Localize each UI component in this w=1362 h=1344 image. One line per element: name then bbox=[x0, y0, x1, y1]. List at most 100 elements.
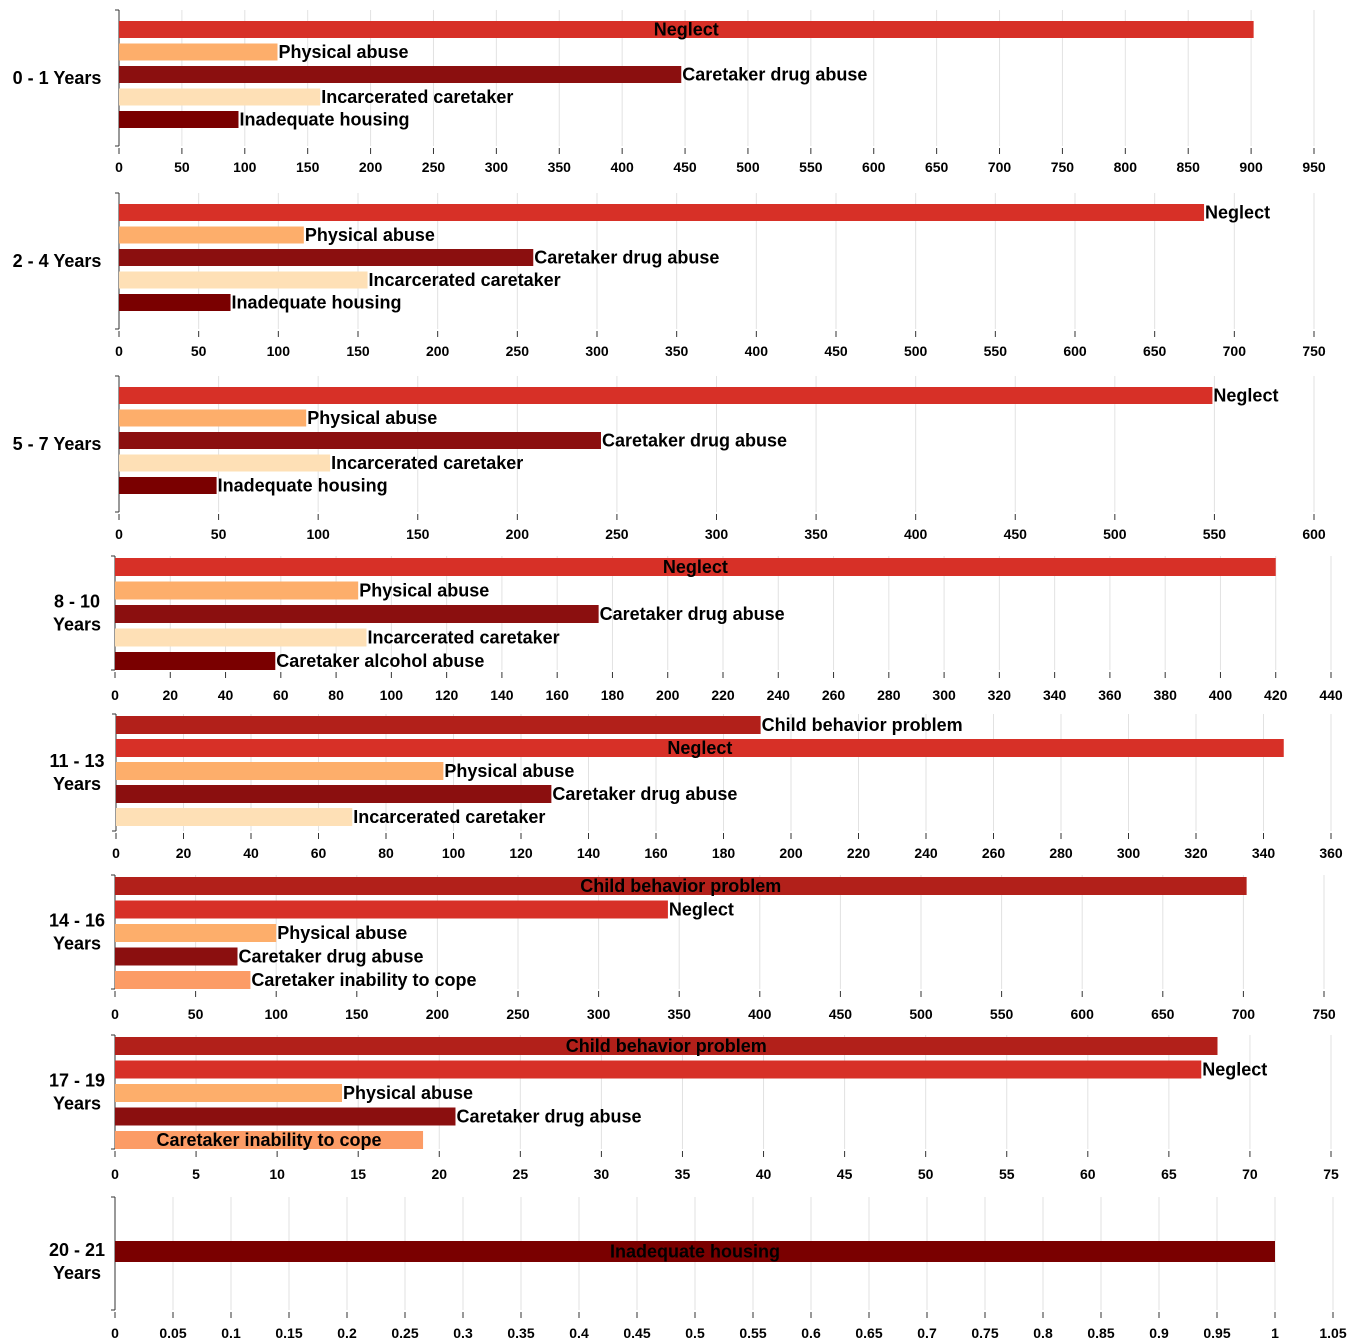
x-tick-label: 300 bbox=[705, 526, 729, 542]
bar-label: Inadequate housing bbox=[610, 1242, 780, 1262]
x-tick-label: 650 bbox=[1151, 1006, 1175, 1022]
x-tick-label: 250 bbox=[422, 159, 446, 175]
bar-label: Inadequate housing bbox=[240, 110, 410, 130]
x-tick-label: 0.45 bbox=[623, 1325, 650, 1341]
bar-label: Child behavior problem bbox=[566, 1036, 767, 1056]
x-tick-label: 80 bbox=[378, 845, 394, 861]
bar-inadequate-housing bbox=[119, 111, 239, 128]
x-tick-label: 0.9 bbox=[1149, 1325, 1169, 1341]
bar-caretaker-drug-abuse bbox=[116, 785, 552, 803]
x-tick-label: 400 bbox=[748, 1006, 772, 1022]
x-tick-label: 70 bbox=[1242, 1166, 1258, 1182]
bar-neglect bbox=[115, 558, 1276, 576]
x-tick-label: 0.95 bbox=[1203, 1325, 1230, 1341]
x-tick-label: 1.05 bbox=[1319, 1325, 1346, 1341]
x-tick-label: 50 bbox=[211, 526, 227, 542]
bar-neglect bbox=[119, 204, 1205, 221]
x-tick-label: 440 bbox=[1319, 687, 1343, 703]
x-tick-label: 360 bbox=[1098, 687, 1122, 703]
x-tick-label: 0.2 bbox=[337, 1325, 357, 1341]
x-tick-label: 80 bbox=[328, 687, 344, 703]
bar-incarcerated-caretaker bbox=[119, 454, 331, 472]
bar-physical-abuse bbox=[115, 581, 359, 600]
x-tick-label: 600 bbox=[1071, 1006, 1095, 1022]
x-tick-label: 0.1 bbox=[221, 1325, 241, 1341]
x-tick-label: 5 bbox=[192, 1166, 200, 1182]
bar-caretaker-drug-abuse bbox=[119, 249, 534, 266]
x-tick-label: 0.4 bbox=[569, 1325, 589, 1341]
bar-label: Caretaker alcohol abuse bbox=[276, 651, 484, 671]
x-tick-label: 420 bbox=[1264, 687, 1288, 703]
x-tick-label: 150 bbox=[406, 526, 430, 542]
x-tick-label: 40 bbox=[218, 687, 234, 703]
x-tick-label: 100 bbox=[233, 159, 257, 175]
x-tick-label: 500 bbox=[909, 1006, 933, 1022]
x-tick-label: 20 bbox=[162, 687, 178, 703]
group-label: Years bbox=[53, 615, 101, 635]
group-label: 8 - 10 bbox=[54, 592, 100, 612]
x-tick-label: 60 bbox=[273, 687, 289, 703]
x-tick-label: 220 bbox=[711, 687, 735, 703]
bar-label: Neglect bbox=[669, 900, 734, 920]
bar-label: Incarcerated caretaker bbox=[331, 453, 523, 473]
x-tick-label: 0.55 bbox=[739, 1325, 766, 1341]
x-tick-label: 550 bbox=[984, 343, 1008, 359]
x-tick-label: 0.5 bbox=[685, 1325, 705, 1341]
x-tick-label: 400 bbox=[610, 159, 634, 175]
x-tick-label: 140 bbox=[577, 845, 601, 861]
panel-4: 0 20 40 60 80 100 120 140 160 180 200 220 240 260 280 3… bbox=[49, 713, 1343, 861]
bar-inadequate-housing bbox=[119, 294, 231, 311]
bar-caretaker-drug-abuse bbox=[119, 432, 601, 449]
x-tick-label: 900 bbox=[1239, 159, 1263, 175]
bar-label: Neglect bbox=[663, 557, 728, 577]
x-tick-label: 300 bbox=[587, 1006, 611, 1022]
x-tick-label: 400 bbox=[904, 526, 928, 542]
x-tick-label: 450 bbox=[673, 159, 697, 175]
x-tick-label: 100 bbox=[267, 343, 291, 359]
x-tick-label: 150 bbox=[296, 159, 320, 175]
x-tick-label: 60 bbox=[1080, 1166, 1096, 1182]
x-tick-label: 50 bbox=[918, 1166, 934, 1182]
x-tick-label: 0 bbox=[111, 687, 119, 703]
x-tick-label: 320 bbox=[988, 687, 1012, 703]
x-tick-label: 220 bbox=[847, 845, 871, 861]
bar-caretaker-drug-abuse bbox=[115, 947, 238, 966]
x-tick-label: 280 bbox=[1049, 845, 1073, 861]
x-tick-label: 0 bbox=[111, 1325, 119, 1341]
x-tick-label: 650 bbox=[1143, 343, 1167, 359]
x-tick-label: 0 bbox=[111, 1166, 119, 1182]
x-tick-label: 550 bbox=[1203, 526, 1227, 542]
bar-label: Neglect bbox=[654, 20, 719, 40]
x-tick-label: 100 bbox=[265, 1006, 289, 1022]
x-tick-label: 280 bbox=[877, 687, 901, 703]
bar-caretaker-drug-abuse bbox=[115, 605, 599, 623]
x-tick-label: 100 bbox=[306, 526, 330, 542]
bar-physical-abuse bbox=[119, 43, 278, 61]
bar-label: Incarcerated caretaker bbox=[369, 270, 561, 290]
panel-2: 0 50 100 150 200 250 300 350 400 450 500 550 600 5 - … bbox=[13, 375, 1326, 542]
x-tick-label: 250 bbox=[506, 343, 530, 359]
bar-label: Caretaker drug abuse bbox=[600, 604, 785, 624]
x-tick-label: 60 bbox=[311, 845, 327, 861]
x-tick-label: 240 bbox=[914, 845, 938, 861]
bar-caretaker-drug-abuse bbox=[119, 66, 682, 83]
x-tick-label: 40 bbox=[756, 1166, 772, 1182]
x-tick-label: 750 bbox=[1302, 343, 1326, 359]
bar-child-behavior-problem bbox=[115, 1037, 1218, 1055]
bar-child-behavior-problem bbox=[116, 716, 761, 734]
x-tick-label: 200 bbox=[426, 343, 450, 359]
x-tick-label: 400 bbox=[745, 343, 769, 359]
x-tick-label: 450 bbox=[1004, 526, 1028, 542]
x-tick-label: 300 bbox=[1117, 845, 1141, 861]
bar-label: Physical abuse bbox=[277, 923, 407, 943]
x-tick-label: 350 bbox=[668, 1006, 692, 1022]
bar-label: Child behavior problem bbox=[580, 876, 781, 896]
x-tick-label: 0.7 bbox=[917, 1325, 937, 1341]
group-label: Years bbox=[53, 934, 101, 954]
bar-label: Caretaker inability to cope bbox=[251, 970, 476, 990]
x-tick-label: 20 bbox=[176, 845, 192, 861]
bar-label: Physical abuse bbox=[305, 225, 435, 245]
x-tick-label: 350 bbox=[665, 343, 689, 359]
x-tick-label: 160 bbox=[644, 845, 668, 861]
